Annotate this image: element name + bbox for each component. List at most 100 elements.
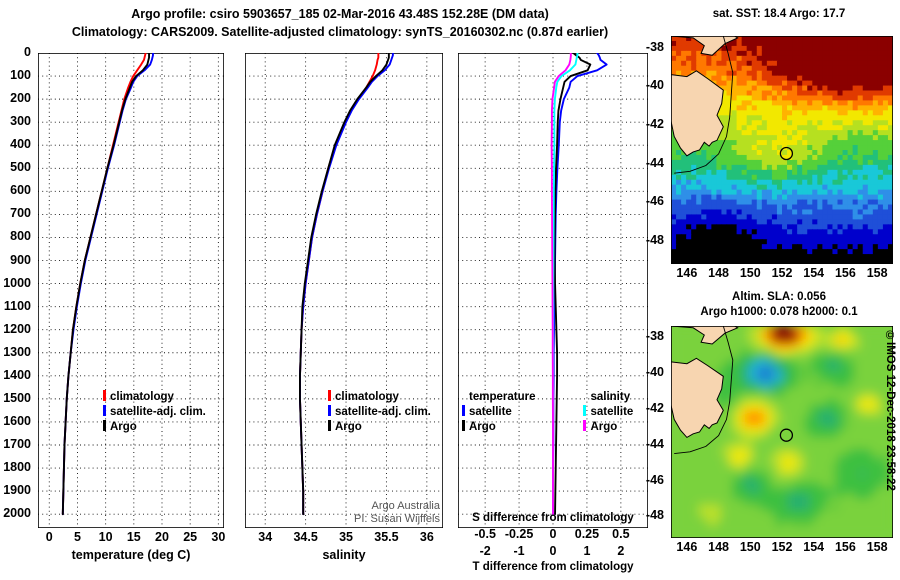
sla-cell [809, 476, 817, 484]
sla-cell [881, 459, 889, 467]
copyright-text: ©IMOS 12-Dec-2018 23:58:22 [884, 330, 896, 491]
sst-cell [691, 259, 697, 264]
sla-cell [720, 493, 728, 500]
sst-cell [832, 189, 839, 196]
sla-cell [776, 448, 783, 456]
sst-cell [807, 100, 813, 107]
sst-cell [731, 194, 738, 201]
sla-cell [831, 331, 839, 338]
sst-cell [822, 184, 829, 191]
sst-cell [797, 120, 803, 126]
sst-cell [817, 55, 824, 62]
sst-cell [857, 80, 864, 87]
sla-cell [826, 359, 833, 366]
sla-cell [682, 510, 689, 517]
sla-map-header-line1: Altim. SLA: 0.056 [732, 291, 826, 303]
sst-cell [686, 45, 692, 52]
sst-cell [847, 194, 854, 201]
sst-cell [792, 169, 798, 176]
sst-cell [771, 214, 778, 221]
sst-cell [761, 259, 768, 264]
sst-cell [691, 199, 697, 206]
sst-cell [706, 224, 713, 231]
sla-cell [859, 443, 867, 450]
sst-cell [766, 110, 773, 117]
sst-cell [822, 70, 829, 77]
sla-cell [726, 342, 733, 350]
sst-cell [807, 75, 813, 82]
sla-cell [676, 521, 683, 528]
sla-cell [687, 326, 694, 333]
sst-cell [691, 45, 697, 52]
sst-cell [751, 254, 758, 260]
sla-cell [865, 392, 872, 400]
sst-cell [741, 169, 748, 176]
sst-cell [766, 224, 773, 231]
sst-cell [696, 184, 702, 191]
sst-cell [872, 70, 879, 77]
sla-cell [776, 348, 783, 355]
latitude-tick: -42 [645, 116, 664, 131]
sst-cell [741, 60, 748, 67]
sla-cell [848, 510, 855, 517]
sst-cell [701, 259, 708, 264]
sst-cell [797, 115, 803, 121]
sst-cell [706, 259, 713, 264]
sla-cell [887, 392, 893, 400]
sla-cell [709, 353, 717, 361]
sla-cell [865, 420, 872, 428]
sst-cell [761, 45, 768, 52]
sst-cell [736, 60, 743, 67]
sst-cell [726, 70, 733, 77]
sla-cell [809, 510, 817, 517]
sst-cell [852, 244, 859, 250]
sla-cell [687, 482, 694, 489]
sst-cell [847, 130, 854, 136]
sst-cell [797, 130, 803, 136]
sst-cell [736, 125, 743, 131]
sla-cell [676, 471, 683, 478]
sst-cell [726, 179, 733, 186]
sst-cell [741, 234, 748, 240]
sst-cell [857, 65, 864, 72]
sla-cell [820, 476, 828, 484]
sla-cell [715, 454, 722, 461]
sst-cell [706, 75, 713, 82]
sst-cell [741, 115, 748, 121]
sla-cell [726, 482, 733, 489]
sla-cell [754, 498, 761, 506]
sst-cell [746, 120, 753, 126]
sst-cell [676, 150, 682, 156]
sla-cell [676, 526, 683, 534]
sla-cell [865, 432, 872, 439]
sla-cell [732, 426, 739, 433]
sst-cell [761, 169, 768, 176]
sst-cell [802, 120, 808, 126]
sla-cell [743, 353, 750, 361]
s-difference-axis-ticks: -0.5 -0.25 0 0.25 0.5 [458, 527, 648, 542]
sst-cell [862, 120, 869, 126]
sst-cell [771, 154, 778, 161]
sst-cell [671, 179, 677, 186]
profile-line-argo [299, 53, 390, 516]
sst-cell [787, 164, 793, 171]
sla-cell [859, 426, 867, 433]
sst-cell [877, 100, 884, 107]
sla-cell [698, 342, 706, 350]
sla-cell [798, 426, 805, 433]
sst-cell [817, 105, 824, 112]
sst-cell [807, 125, 813, 131]
sst-cell [822, 179, 829, 186]
sst-cell [887, 110, 893, 117]
sst-cell [701, 70, 708, 77]
sst-cell [726, 249, 733, 255]
sst-cell [751, 234, 758, 240]
sst-cell [847, 234, 854, 240]
sst-cell [812, 125, 819, 131]
sst-cell [822, 259, 829, 264]
sst-cell [887, 65, 893, 72]
sla-cell [676, 510, 683, 517]
sst-cell [807, 244, 813, 250]
sst-cell [751, 204, 758, 211]
sla-cell [715, 526, 722, 534]
